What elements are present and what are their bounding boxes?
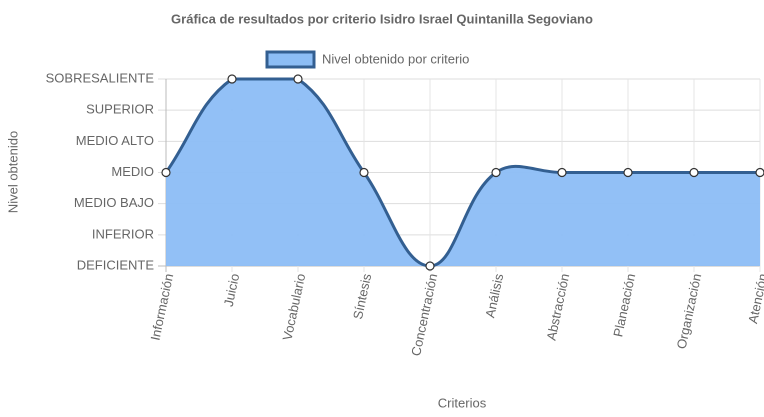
- x-tick-label: Abstracción: [544, 272, 573, 342]
- x-axis-title: Criterios: [438, 395, 487, 410]
- y-tick-label: SUPERIOR: [86, 102, 154, 117]
- x-tick-label: Organización: [674, 272, 705, 350]
- point: [491, 167, 501, 178]
- x-tick-label: Concentración: [408, 272, 440, 357]
- y-axis-title: Nivel obtenido: [5, 131, 20, 213]
- point: [689, 167, 699, 178]
- y-tick-label: INFERIOR: [92, 226, 154, 241]
- x-tick-label: Juicio: [221, 272, 243, 308]
- point: [359, 167, 369, 178]
- point: [161, 167, 171, 178]
- point: [425, 261, 435, 271]
- y-tick-label: MEDIO ALTO: [76, 133, 154, 148]
- area: [166, 79, 760, 266]
- legend-label: Nivel obtenido por criterio: [322, 51, 469, 66]
- y-tick-label: SOBRESALIENTE: [46, 70, 155, 85]
- x-tick-label: Atención: [745, 272, 764, 325]
- point: [227, 74, 237, 84]
- x-tick-label: Planeación: [610, 272, 638, 338]
- legend-swatch: [265, 50, 316, 69]
- x-tick-label: Análisis: [482, 272, 506, 319]
- x-tick-label: Síntesis: [350, 272, 374, 321]
- x-tick-label: Información: [148, 272, 177, 342]
- line: [164, 77, 760, 268]
- point: [293, 74, 303, 84]
- chart-title: Gráfica de resultados por criterio Isidr…: [171, 11, 593, 26]
- y-tick-label: DEFICIENTE: [77, 257, 155, 272]
- point: [623, 167, 633, 178]
- x-tick-label: Vocabulario: [279, 272, 308, 342]
- y-tick-label: MEDIO BAJO: [74, 195, 154, 210]
- y-tick-label: MEDIO: [111, 164, 154, 179]
- point: [557, 167, 567, 178]
- point: [755, 167, 764, 178]
